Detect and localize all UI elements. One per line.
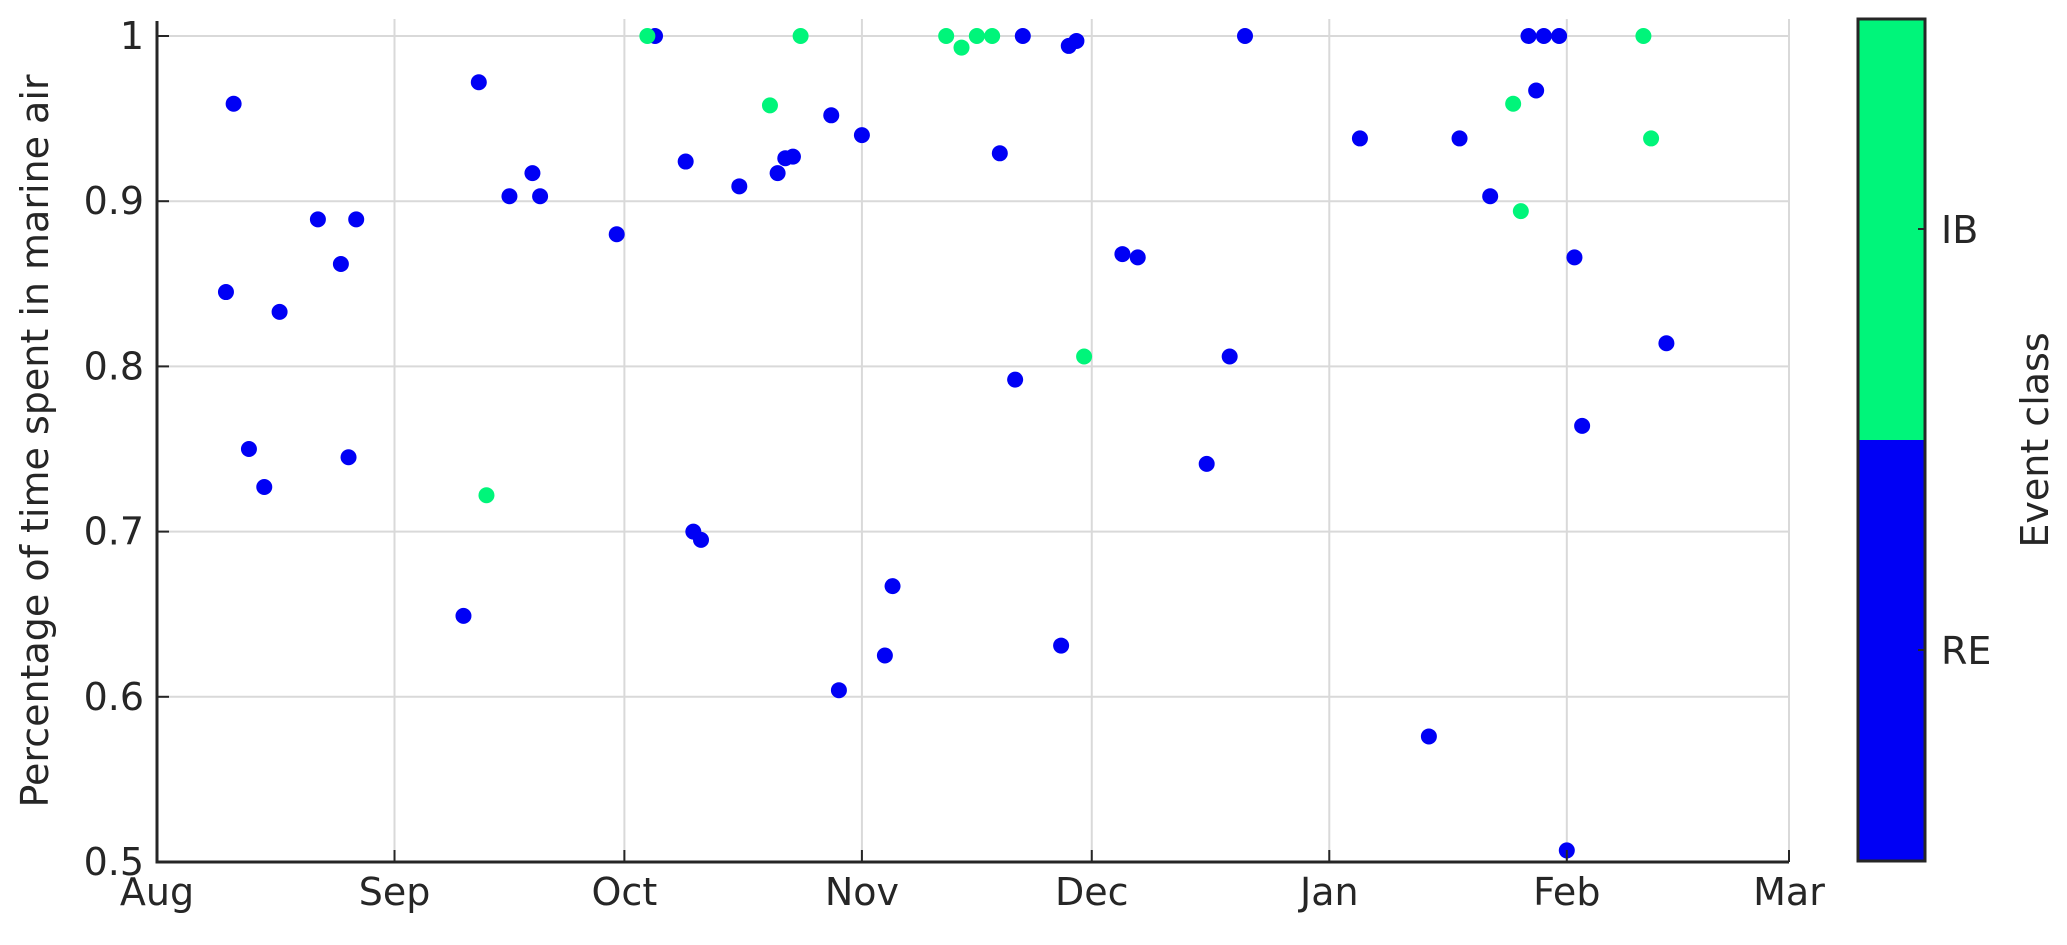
data-point-ib [1505,95,1522,112]
x-tick-label: Oct [592,870,658,914]
data-point-re [524,165,541,182]
data-point-re [1068,32,1085,49]
data-point-re [340,449,357,466]
data-point-ib [478,487,495,504]
colorbar-label-re: RE [1941,629,1991,673]
colorbar-segment-re [1858,440,1925,861]
data-point-re [217,284,234,301]
data-point-re [1237,28,1253,44]
data-point-re [608,226,625,243]
data-point-re [1221,348,1238,365]
data-point-re [1129,249,1146,266]
colorbar-frame [1856,17,1927,863]
data-point-re [1520,28,1537,44]
data-point-re [532,188,549,205]
y-tick-label: 0.5 [84,840,144,884]
colorbar-title: Event class [2013,332,2057,547]
axes [155,21,1789,864]
y-tick-label: 0.7 [84,510,144,554]
data-point-re [1482,188,1499,205]
data-point-re [1114,246,1131,263]
data-point-re [1053,637,1070,654]
data-point-re [309,211,326,228]
x-tick-label: Jan [1298,870,1359,914]
data-point-ib [938,28,955,44]
data-point-re [501,188,518,205]
data-point-re [1420,728,1437,745]
colorbar: IB RE Event class [1856,17,2057,863]
data-point-ib [968,28,985,44]
data-point-re [784,148,801,165]
colorbar-segment-ib [1858,19,1925,440]
data-point-re [876,647,893,664]
data-point-re [677,153,694,170]
data-points [217,28,1675,859]
data-point-ib [1643,130,1660,147]
data-point-ib [984,28,1001,44]
data-point-ib [953,39,970,56]
data-point-re [1574,417,1591,434]
data-point-re [769,165,786,182]
y-tick-label: 0.8 [84,344,144,388]
y-tick-label: 1 [120,14,144,58]
data-point-re [1528,82,1545,99]
data-point-ib [1512,203,1529,220]
data-point-re [455,607,472,624]
data-point-re [332,255,349,272]
data-point-re [884,578,901,595]
y-axis-ticks: 0.5 0.6 0.7 0.8 0.9 1 [84,14,169,884]
x-tick-label: Aug [120,870,194,914]
data-point-ib [639,28,656,44]
data-point-re [348,211,365,228]
data-point-re [1551,28,1568,44]
data-point-re [693,531,709,548]
x-tick-label: Nov [825,870,899,914]
data-point-re [830,682,847,699]
data-point-ib [1635,28,1652,44]
x-axis-ticks: Aug Sep Oct Nov Dec Jan Feb Mar [120,850,1825,914]
y-axis-title: Percentage of time spent in marine air [13,74,57,807]
x-tick-label: Dec [1055,870,1129,914]
data-point-re [1351,130,1368,147]
data-point-re [1451,130,1468,147]
data-point-re [1198,455,1215,472]
grid-lines [157,19,1790,862]
data-point-re [1007,371,1024,388]
data-point-re [256,478,273,495]
data-point-re [1014,28,1031,44]
data-point-re [731,178,748,195]
data-point-re [225,95,242,112]
x-tick-label: Feb [1533,870,1600,914]
x-tick-label: Sep [359,870,431,914]
y-tick-label: 0.9 [84,179,144,223]
y-tick-label: 0.6 [84,675,144,719]
x-tick-label: Mar [1753,870,1825,914]
data-point-re [1566,249,1583,266]
data-point-re [823,107,840,124]
data-point-ib [761,97,778,114]
data-point-ib [1076,348,1093,365]
data-point-re [1535,28,1552,44]
data-point-ib [792,28,809,44]
data-point-re [1658,335,1675,352]
plot-frame [155,21,1789,864]
data-point-re [271,303,288,320]
data-point-re [853,127,870,144]
data-point-re [991,145,1008,162]
colorbar-label-ib: IB [1941,208,1978,252]
data-point-re [470,74,487,91]
data-point-re [240,441,257,457]
